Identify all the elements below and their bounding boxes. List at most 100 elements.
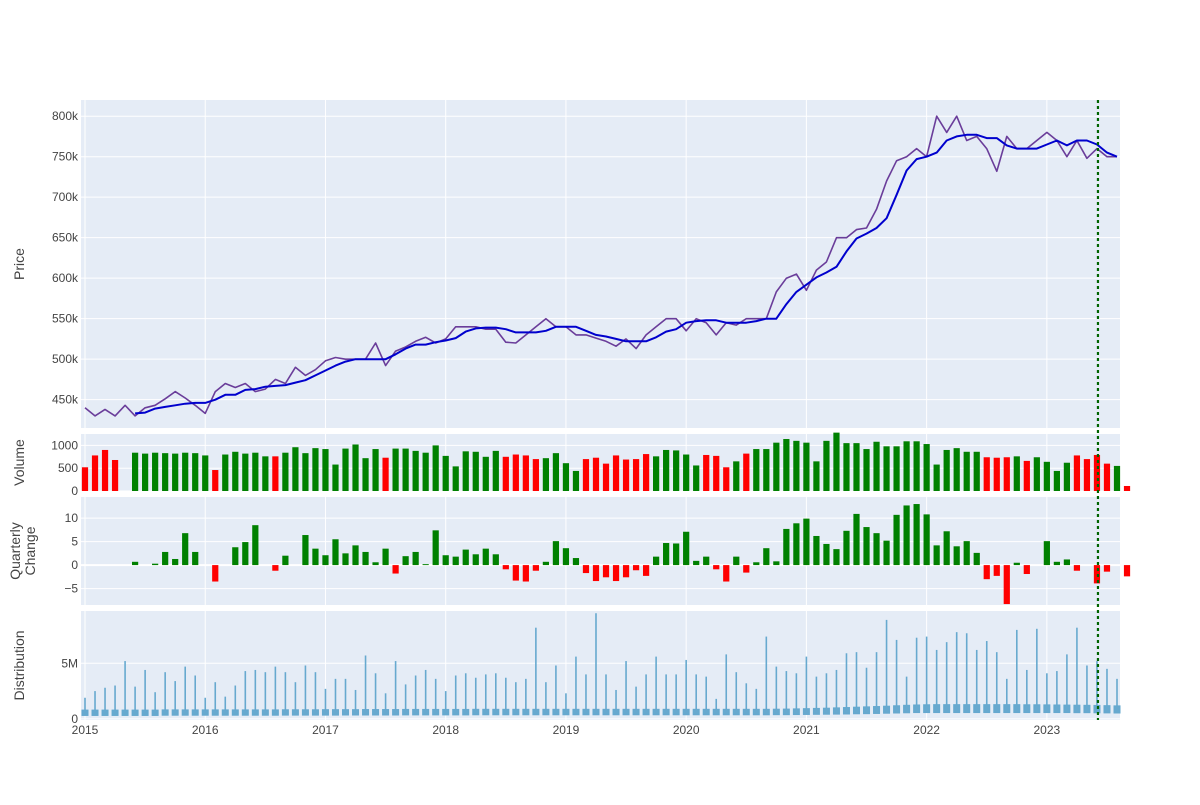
quarterly-change-bar (232, 547, 239, 566)
quarterly-change-bar (973, 552, 980, 566)
quarterly-change-bar (382, 548, 389, 566)
volume-bar (753, 449, 760, 491)
quarterly-tick-label: 0 (71, 558, 78, 572)
volume-bar (943, 449, 950, 491)
distribution-tick-label: 0 (71, 712, 78, 726)
distribution-box (121, 709, 129, 716)
distribution-box (1063, 704, 1071, 714)
price-panel: 450k 500k 550k 600k 650k 700k 750k 800k Price (11, 100, 1120, 428)
volume-bar (592, 457, 600, 491)
distribution-box (482, 708, 490, 716)
volume-bar (923, 444, 930, 491)
volume-bar (963, 451, 970, 491)
distribution-box (432, 708, 440, 716)
distribution-box (171, 709, 179, 716)
quarterly-change-bar (963, 541, 970, 566)
volume-bar (983, 457, 990, 491)
distribution-box (512, 708, 520, 716)
volume-bar (472, 451, 479, 491)
volume-bar (262, 456, 269, 491)
quarterly-change-bar (322, 555, 329, 566)
price-tick-label: 750k (52, 150, 79, 164)
volume-bar (172, 453, 179, 491)
volume-tick-label: 500 (58, 461, 78, 475)
volume-bar (502, 456, 509, 491)
volume-bar (993, 457, 1000, 491)
distribution-box (852, 706, 861, 715)
quarterly-change-bar (873, 533, 880, 566)
volume-bar (382, 457, 389, 491)
volume-bar (1113, 465, 1121, 491)
distribution-box (1053, 704, 1061, 714)
volume-bar (582, 459, 590, 491)
distribution-box (1113, 705, 1121, 714)
price-tick-label: 600k (52, 271, 79, 285)
quarterly-change-bar (362, 551, 369, 566)
volume-bar (232, 451, 239, 491)
quarterly-change-bar (442, 555, 449, 566)
distribution-box (762, 708, 770, 716)
distribution-box (772, 708, 780, 716)
quarterly-change-bar (783, 528, 790, 566)
volume-bar (1023, 460, 1030, 491)
volume-bar (913, 441, 920, 491)
distribution-box (1023, 704, 1031, 714)
volume-bar (1013, 456, 1020, 491)
distribution-box (923, 704, 931, 714)
quarterly-change-bar (512, 565, 519, 581)
quarterly-change-bar (632, 565, 640, 571)
distribution-box (913, 704, 921, 714)
distribution-box (321, 709, 329, 716)
quarterly-change-bar (1063, 559, 1071, 566)
quarterly-change-bar (693, 560, 700, 566)
x-tick-label: 2023 (1034, 723, 1061, 737)
volume-bar (482, 456, 489, 491)
volume-bar (91, 455, 99, 491)
volume-bar (542, 458, 549, 491)
volume-bar (953, 448, 960, 491)
volume-bar (111, 459, 119, 491)
distribution-box (462, 708, 470, 716)
distribution-box (552, 708, 560, 716)
volume-bar (973, 451, 980, 491)
quarterly-axis-label: Quarterly (7, 522, 23, 580)
distribution-box (782, 708, 790, 716)
quarterly-change-bar (562, 548, 570, 566)
volume-bar (362, 458, 369, 491)
distribution-box (712, 708, 720, 716)
quarterly-change-bar (823, 543, 830, 566)
quarterly-change-bar (452, 556, 459, 566)
quarterly-change-bar (1043, 541, 1050, 566)
volume-bar (412, 450, 419, 491)
quarterly-change-bar (432, 530, 439, 566)
volume-tick-label: 0 (71, 484, 78, 498)
distribution-box (572, 708, 580, 716)
distribution-box (211, 709, 219, 716)
volume-bar (512, 454, 519, 491)
volume-bar (572, 470, 580, 491)
quarterly-change-bar (192, 551, 199, 566)
quarterly-change-bar (252, 525, 259, 566)
volume-bar (81, 467, 89, 491)
quarterly-change-bar (572, 558, 580, 566)
distribution-box (472, 708, 480, 716)
distribution-box (151, 709, 159, 716)
volume-bar (212, 470, 219, 491)
price-tick-label: 650k (52, 231, 79, 245)
volume-bar (312, 448, 319, 491)
distribution-box (642, 708, 650, 716)
volume-bar (192, 453, 199, 491)
distribution-box (732, 708, 740, 716)
quarterly-change-bar (312, 548, 319, 566)
distribution-box (742, 708, 750, 716)
quarterly-change-bar (863, 527, 870, 566)
distribution-box (792, 708, 800, 716)
volume-bar (693, 465, 700, 491)
distribution-box (842, 707, 850, 715)
quarterly-change-bar (1013, 562, 1020, 566)
volume-bar (883, 446, 890, 491)
distribution-box (271, 709, 279, 716)
volume-bar (372, 449, 379, 491)
distribution-box (291, 709, 299, 716)
